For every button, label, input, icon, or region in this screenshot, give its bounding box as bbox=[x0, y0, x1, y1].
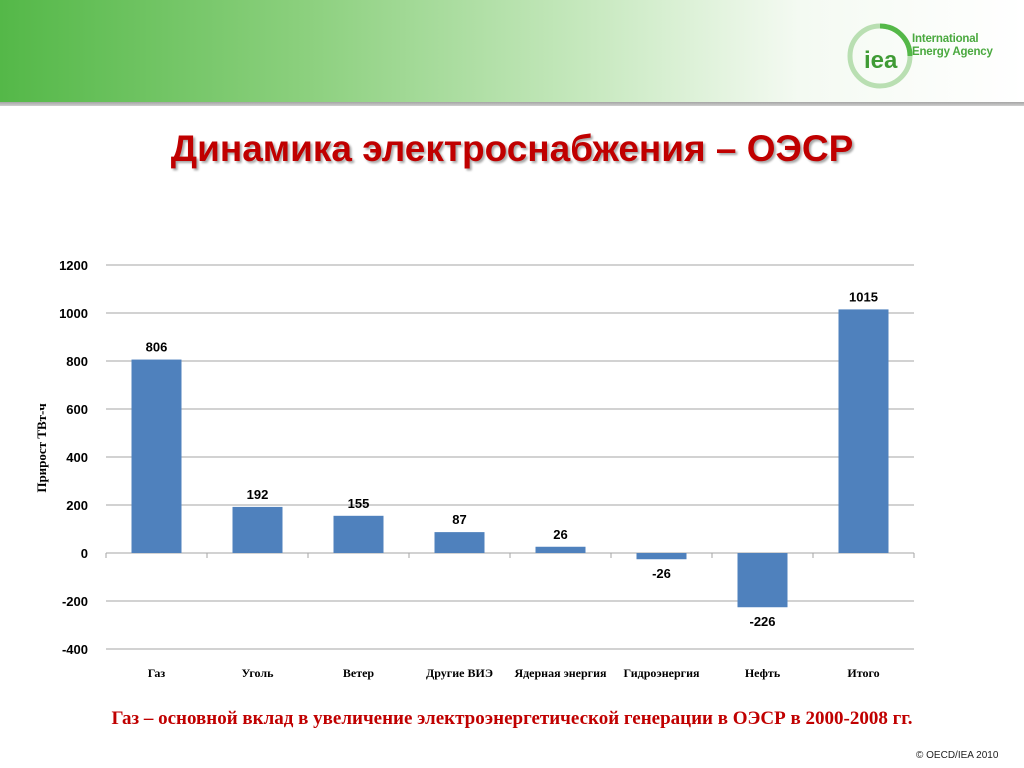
x-tick-label: Ядерная энергия bbox=[514, 666, 607, 680]
chart-x-tick-labels: Газ Уголь Ветер Другие ВИЭ Ядерная энергия Ги… bbox=[148, 666, 880, 680]
iea-logo-icon: iea bbox=[847, 23, 913, 89]
copyright-notice: © OECD/IEA 2010 bbox=[916, 750, 999, 761]
y-tick-label: 800 bbox=[66, 354, 88, 369]
data-label: -226 bbox=[749, 614, 775, 629]
data-label: -26 bbox=[652, 566, 671, 581]
y-tick-label: -400 bbox=[62, 642, 88, 657]
header-divider bbox=[0, 102, 1024, 106]
chart-y-axis-label: Прирост ТВт-ч bbox=[34, 403, 49, 492]
x-tick-label: Ветер bbox=[343, 666, 375, 680]
bar-3 bbox=[434, 532, 485, 553]
data-label: 155 bbox=[348, 496, 370, 511]
data-label: 192 bbox=[247, 487, 269, 502]
chart-y-tick-labels: -400 -200 0 200 400 600 800 1000 1200 bbox=[59, 258, 88, 657]
bar-7 bbox=[838, 309, 889, 553]
y-tick-label: 400 bbox=[66, 450, 88, 465]
bar-1 bbox=[232, 506, 283, 553]
y-tick-label: 0 bbox=[81, 546, 88, 561]
x-tick-label: Итого bbox=[847, 666, 879, 680]
chart-data-labels: 806 192 155 87 26 -26 -226 1015 bbox=[146, 289, 878, 629]
y-tick-label: 200 bbox=[66, 498, 88, 513]
x-tick-label: Гидроэнергия bbox=[624, 666, 700, 680]
chart-gridlines bbox=[105, 264, 915, 650]
logo-text-line2: Energy Agency bbox=[912, 46, 993, 58]
bar-2 bbox=[333, 515, 384, 553]
data-label: 806 bbox=[146, 340, 168, 355]
logo-text-line1: International bbox=[912, 33, 979, 45]
x-tick-label: Нефть bbox=[745, 666, 781, 680]
y-tick-label: -200 bbox=[62, 594, 88, 609]
data-label: 87 bbox=[452, 512, 466, 527]
bar-5 bbox=[636, 553, 687, 560]
x-tick-label: Газ bbox=[148, 666, 166, 680]
page-title: Динамика электроснабжения – ОЭСР bbox=[170, 128, 854, 169]
slide-caption: Газ – основной вклад в увеличение электр… bbox=[111, 708, 913, 729]
header-banner bbox=[0, 0, 1024, 102]
x-tick-label: Другие ВИЭ bbox=[426, 666, 493, 680]
data-label: 1015 bbox=[849, 289, 878, 304]
y-tick-label: 600 bbox=[66, 402, 88, 417]
logo-mark: iea bbox=[864, 47, 898, 74]
bar-6 bbox=[737, 553, 788, 608]
y-tick-label: 1000 bbox=[59, 306, 88, 321]
y-tick-label: 1200 bbox=[59, 258, 88, 273]
logo-text: International Energy Agency bbox=[912, 33, 1022, 59]
data-label: 26 bbox=[553, 527, 567, 542]
bar-4 bbox=[535, 546, 586, 553]
x-tick-label: Уголь bbox=[242, 666, 275, 680]
bar-0 bbox=[131, 359, 182, 553]
chart-bars bbox=[131, 309, 889, 608]
